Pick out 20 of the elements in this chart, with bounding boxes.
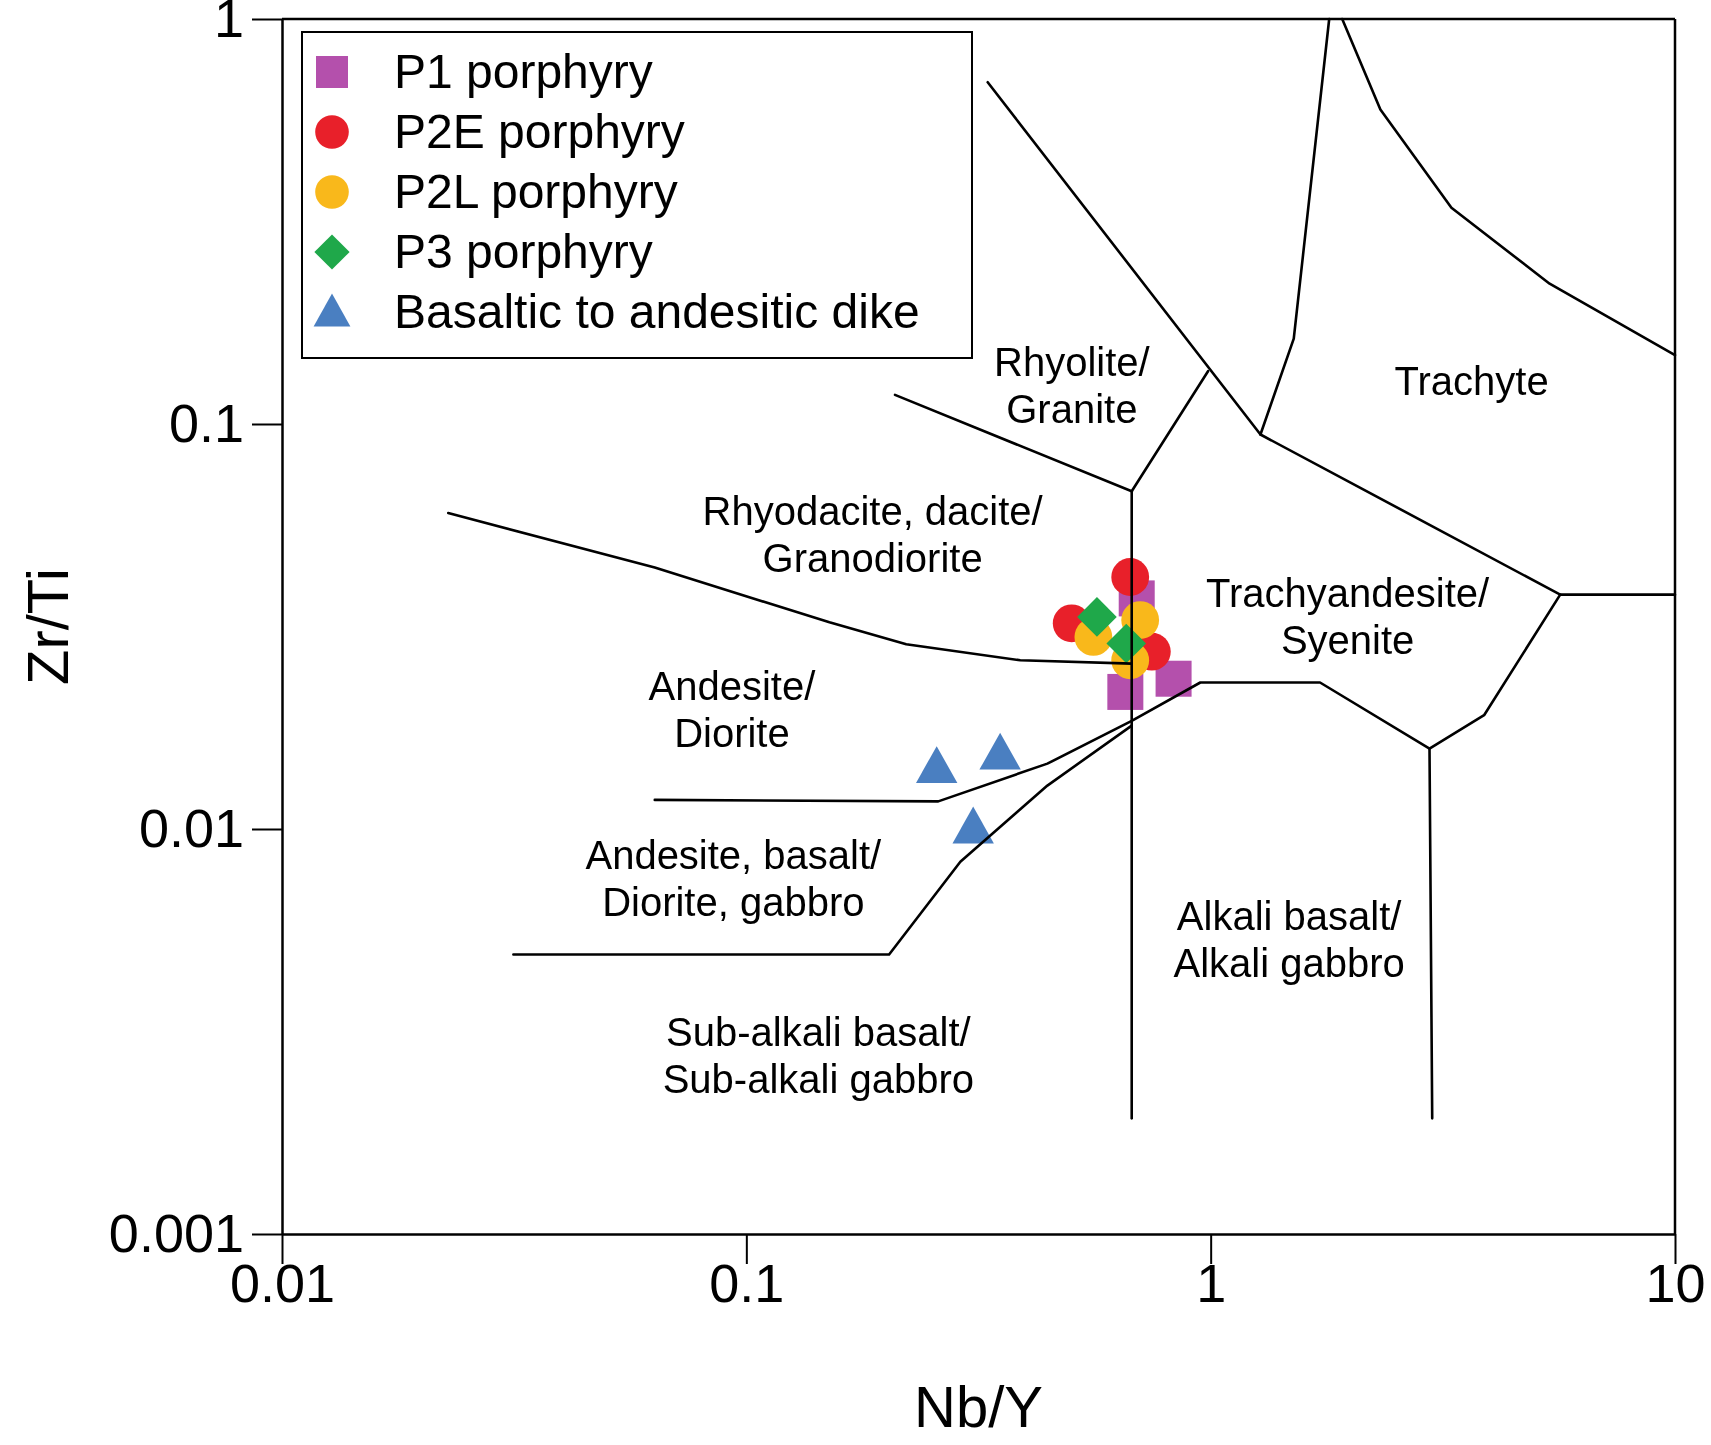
annotation: Trachyandesite/ Syenite (1206, 571, 1491, 663)
legend-label: P1 porphyry (394, 45, 653, 98)
annotation: Sub-alkali basalt/ Sub-alkali gabbro (662, 1009, 974, 1101)
x-tick-label: 0.1 (709, 1253, 785, 1314)
legend-label: Basaltic to andesitic dike (394, 285, 920, 338)
x-tick-label: 1 (1196, 1253, 1227, 1314)
legend-label: P2L porphyry (394, 165, 678, 218)
y-tick-label: 0.1 (168, 392, 244, 453)
legend-label: P3 porphyry (394, 225, 653, 278)
y-tick-label: 0.01 (138, 797, 244, 858)
annotation: Andesite, basalt/ Diorite, gabbro (585, 832, 883, 924)
legend-label: P2E porphyry (394, 105, 685, 158)
y-axis-title: Zr/Ti (15, 567, 80, 686)
annotation: Andesite/ Diorite (648, 663, 817, 755)
x-tick-label: 10 (1645, 1253, 1706, 1314)
annotation: Rhyolite/ Granite (994, 340, 1151, 432)
annotation: Trachyte (1394, 359, 1549, 404)
x-axis-title: Nb/Y (914, 1374, 1043, 1439)
annotation: Alkali basalt/ Alkali gabbro (1173, 894, 1405, 986)
annotation: Rhyodacite, dacite/ Granodiorite (702, 488, 1044, 580)
